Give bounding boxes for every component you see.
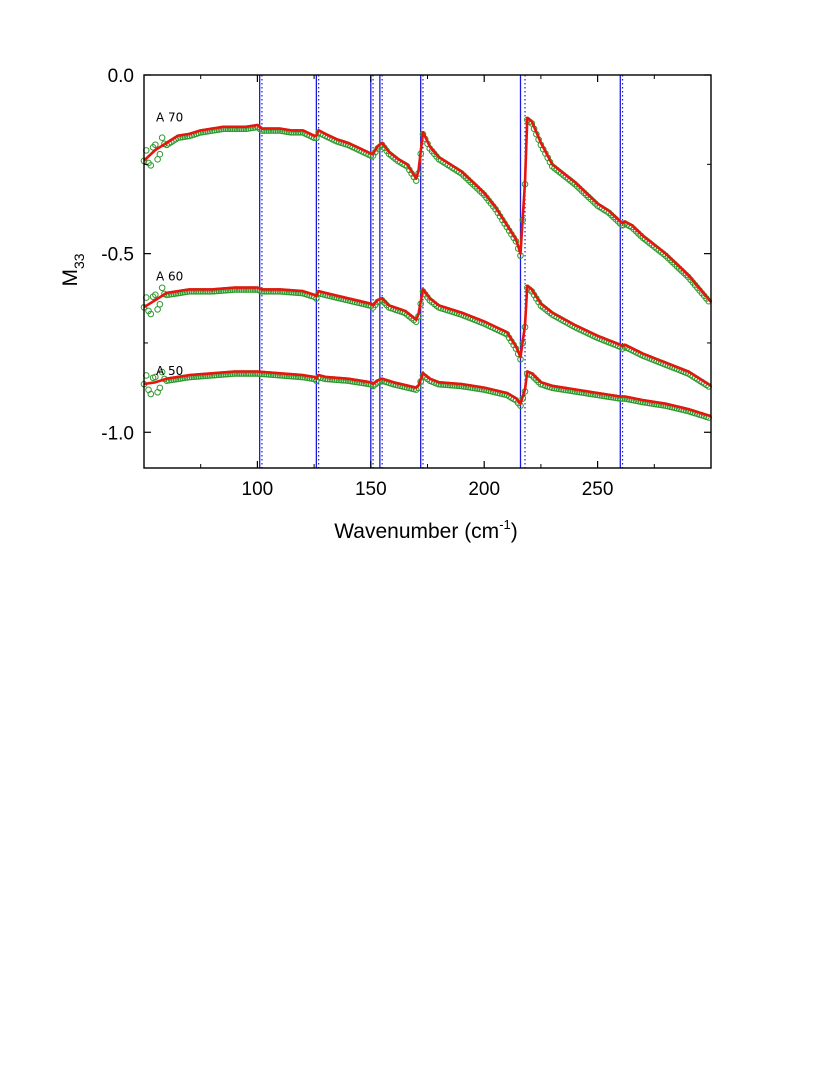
series-label: A 50 [156,364,183,378]
data-point [147,310,155,318]
x-tick-label: 150 [355,479,387,500]
x-tick-label: 250 [582,479,614,500]
x-tick-label: 200 [468,479,500,500]
y-tick-label: -1.0 [101,423,134,444]
y-tick-label: 0.0 [108,66,134,87]
data-point [152,141,159,149]
data-point [152,291,159,299]
series-label: A 70 [156,110,183,124]
tick-labels: 100 150 200 250 0.0 -0.5 -1.0 [101,66,613,500]
experiment-markers [140,284,713,390]
series-a-60 [140,284,713,390]
plot-area-frame [143,74,712,469]
series-label: A 60 [156,269,183,283]
y-axis-title: M33 [59,253,87,286]
axis-ticks [144,74,711,468]
y-tick-label: -0.5 [101,245,134,266]
data-point [158,284,166,292]
model-line [143,116,712,303]
x-axis-title: Wavenumber (cm-1) [334,517,518,543]
data-point [158,368,166,376]
data-point [147,162,155,169]
series-labels: A 70 A 60 A 50 [156,110,183,378]
x-tick-label: 100 [242,479,274,500]
data-point [156,300,164,308]
data-point [152,373,159,381]
data-point [156,150,164,158]
vertical-reference-lines [259,75,624,468]
model-line [143,370,712,418]
data-point [147,390,155,398]
data-point [158,134,166,142]
series-layer [140,116,713,421]
experiment-markers [140,116,713,305]
series-a-50 [140,368,713,421]
data-point [156,384,164,392]
model-line [143,284,712,387]
series-a-70 [140,116,713,305]
